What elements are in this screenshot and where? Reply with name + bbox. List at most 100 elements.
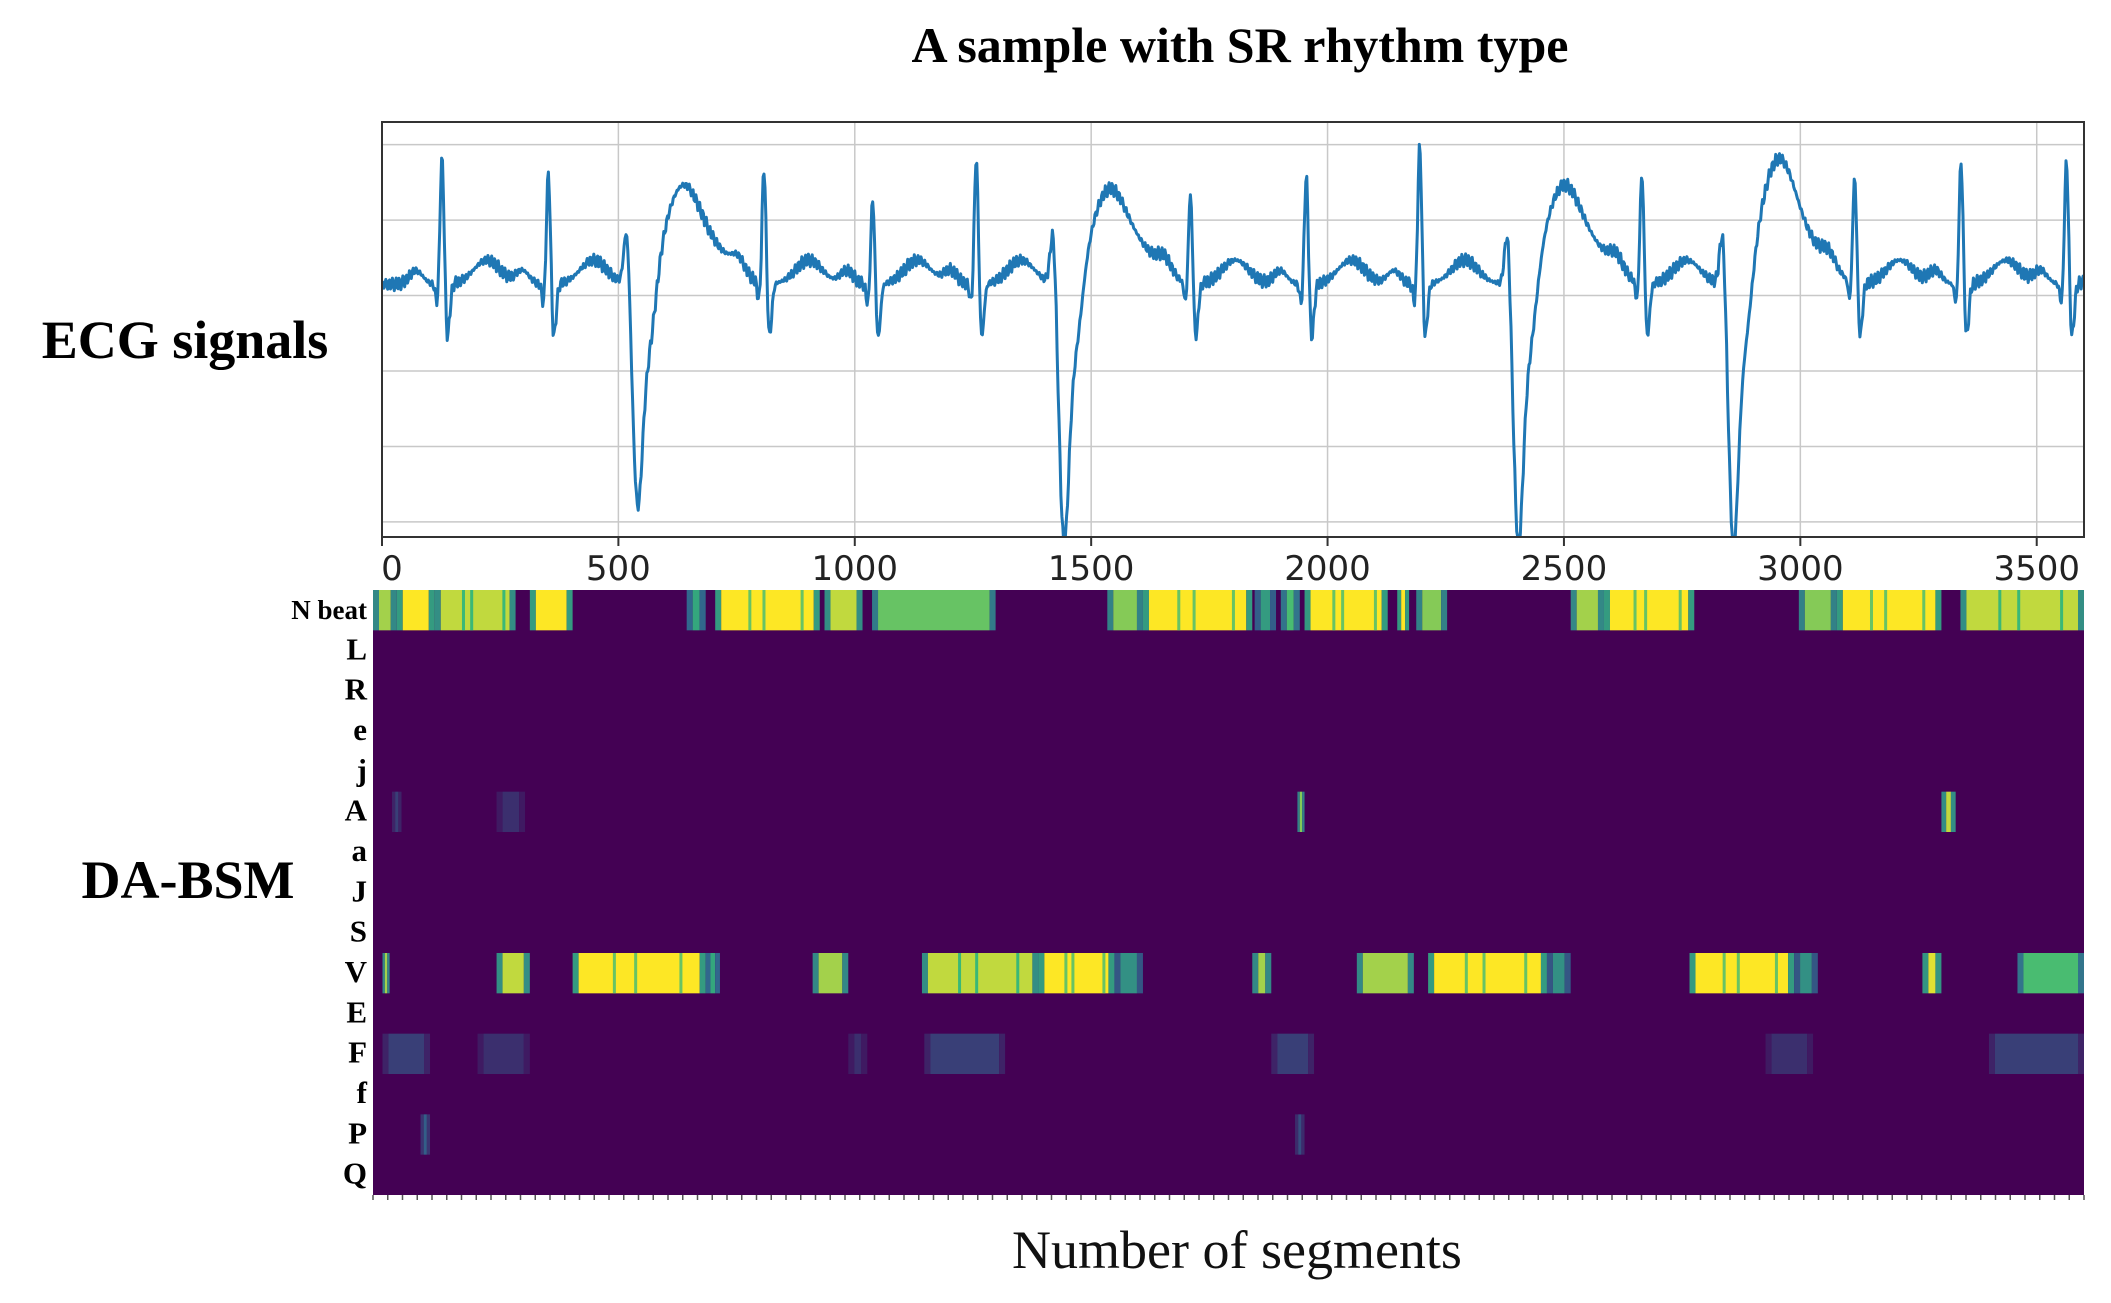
heatmap-cell xyxy=(1280,590,1287,631)
heatmap-cell xyxy=(1941,791,1947,832)
heatmap-cell xyxy=(1998,590,2002,631)
heatmap-cell xyxy=(1064,953,1068,994)
heatmap-cell xyxy=(387,953,390,994)
heatmap-cell xyxy=(2078,1033,2084,1074)
heatmap-cell xyxy=(502,791,520,832)
heatmap-row-label: A xyxy=(345,793,368,828)
heatmap-cell xyxy=(388,1033,425,1074)
heatmap-cell xyxy=(1771,1033,1808,1074)
heatmap-row-label: V xyxy=(345,954,368,989)
heatmap-cell xyxy=(1564,953,1571,994)
heatmap-cell xyxy=(1774,953,1778,994)
ecg-plot: 0 500 1000 1500 2000 2500 3000 3500 xyxy=(381,121,2085,589)
heatmap-cell xyxy=(392,791,396,832)
heatmap-cell xyxy=(924,1033,931,1074)
heatmap-cell xyxy=(1695,953,1789,994)
heatmap-cell xyxy=(382,953,385,994)
heatmap-cell xyxy=(842,953,849,994)
chart-title: A sample with SR rhythm type xyxy=(912,17,1569,73)
heatmap-cell xyxy=(1464,953,1468,994)
heatmap-cell xyxy=(1071,953,1075,994)
heatmap-cell xyxy=(1788,953,1795,994)
heatmap-row-label: N beat xyxy=(291,595,367,625)
heatmap-cell xyxy=(398,791,402,832)
heatmap-cell xyxy=(1960,590,1967,631)
heatmap-cell xyxy=(699,590,706,631)
heatmap-cell xyxy=(496,791,503,832)
heatmap-cell xyxy=(1804,590,1831,631)
heatmap-cell xyxy=(1252,953,1259,994)
heatmap-cell xyxy=(1302,791,1305,832)
heatmap-cell xyxy=(705,953,711,994)
heatmap-cell xyxy=(1800,953,1812,994)
heatmap-cell xyxy=(496,953,503,994)
heatmap-background xyxy=(373,590,2084,1195)
heatmap-cell xyxy=(854,1033,862,1074)
heatmap-cell xyxy=(1102,953,1106,994)
heatmap-cell xyxy=(1935,590,1942,631)
heatmap-cell xyxy=(1946,791,1951,832)
heatmap-cell xyxy=(477,1033,484,1074)
heatmap-cell xyxy=(1407,953,1414,994)
heatmap-cell xyxy=(686,590,693,631)
heatmap-cell xyxy=(1295,1114,1299,1155)
heatmap-cell xyxy=(426,1114,431,1155)
heatmap-cell xyxy=(1830,590,1837,631)
heatmap-cell xyxy=(2017,590,2021,631)
ecg-tick-label: 2000 xyxy=(1284,549,1371,589)
heatmap-cell xyxy=(382,1033,389,1074)
heatmap-cell xyxy=(1441,590,1448,631)
heatmap-cell xyxy=(502,953,524,994)
heatmap-cell xyxy=(1308,1033,1315,1074)
heatmap-cell xyxy=(1633,590,1637,631)
heatmap-cell xyxy=(861,1033,868,1074)
heatmap-row-label: E xyxy=(346,994,367,1029)
heatmap-cell xyxy=(710,953,716,994)
heatmap-cell xyxy=(1935,953,1942,994)
heatmap-cell xyxy=(509,590,516,631)
ecg-x-ticks: 0 500 1000 1500 2000 2500 3000 3500 xyxy=(381,537,2080,589)
heatmap-row-label: a xyxy=(352,833,368,868)
heatmap-cell xyxy=(1811,953,1818,994)
heatmap-cell xyxy=(483,1033,524,1074)
heatmap-cell xyxy=(1270,590,1277,631)
heatmap-cell xyxy=(440,590,510,631)
heatmap-cell xyxy=(715,953,720,994)
heatmap-cell xyxy=(1032,953,1039,994)
heatmap-cell xyxy=(1416,590,1423,631)
heatmap-cell xyxy=(1356,953,1363,994)
heatmap-cell xyxy=(1107,590,1114,631)
heatmap-cell xyxy=(1260,590,1271,631)
heatmap-cell xyxy=(1286,590,1294,631)
x-axis-label: Number of segments xyxy=(1012,1220,1462,1280)
heatmap-cell xyxy=(612,953,616,994)
heatmap-cell xyxy=(373,590,379,631)
heatmap-cell xyxy=(748,590,752,631)
ecg-signal-line xyxy=(382,142,2084,537)
heatmap-cell xyxy=(566,590,573,631)
heatmap-cell xyxy=(848,1033,855,1074)
heatmap-cell xyxy=(1108,953,1115,994)
heatmap-cell xyxy=(390,590,397,631)
heatmap-cell xyxy=(1397,590,1402,631)
heatmap-cell xyxy=(1928,953,1936,994)
heatmap-cell xyxy=(1546,953,1553,994)
heatmap-cell xyxy=(1301,1114,1305,1155)
heatmap-cell xyxy=(395,791,399,832)
heatmap-cell xyxy=(762,590,766,631)
heatmap-cell xyxy=(1136,953,1143,994)
heatmap-cell xyxy=(1148,590,1247,631)
heatmap-cell xyxy=(1765,1033,1772,1074)
ecg-tick-label: 3500 xyxy=(1993,549,2080,589)
heatmap-cell xyxy=(878,590,990,631)
heatmap-cell xyxy=(1177,590,1181,631)
heatmap-row-label: f xyxy=(357,1075,368,1110)
heatmap-cell xyxy=(2023,953,2078,994)
ecg-frame xyxy=(381,121,2085,538)
heatmap-cell xyxy=(1482,953,1486,994)
heatmap-cell xyxy=(813,590,820,631)
heatmap-cell xyxy=(523,953,530,994)
